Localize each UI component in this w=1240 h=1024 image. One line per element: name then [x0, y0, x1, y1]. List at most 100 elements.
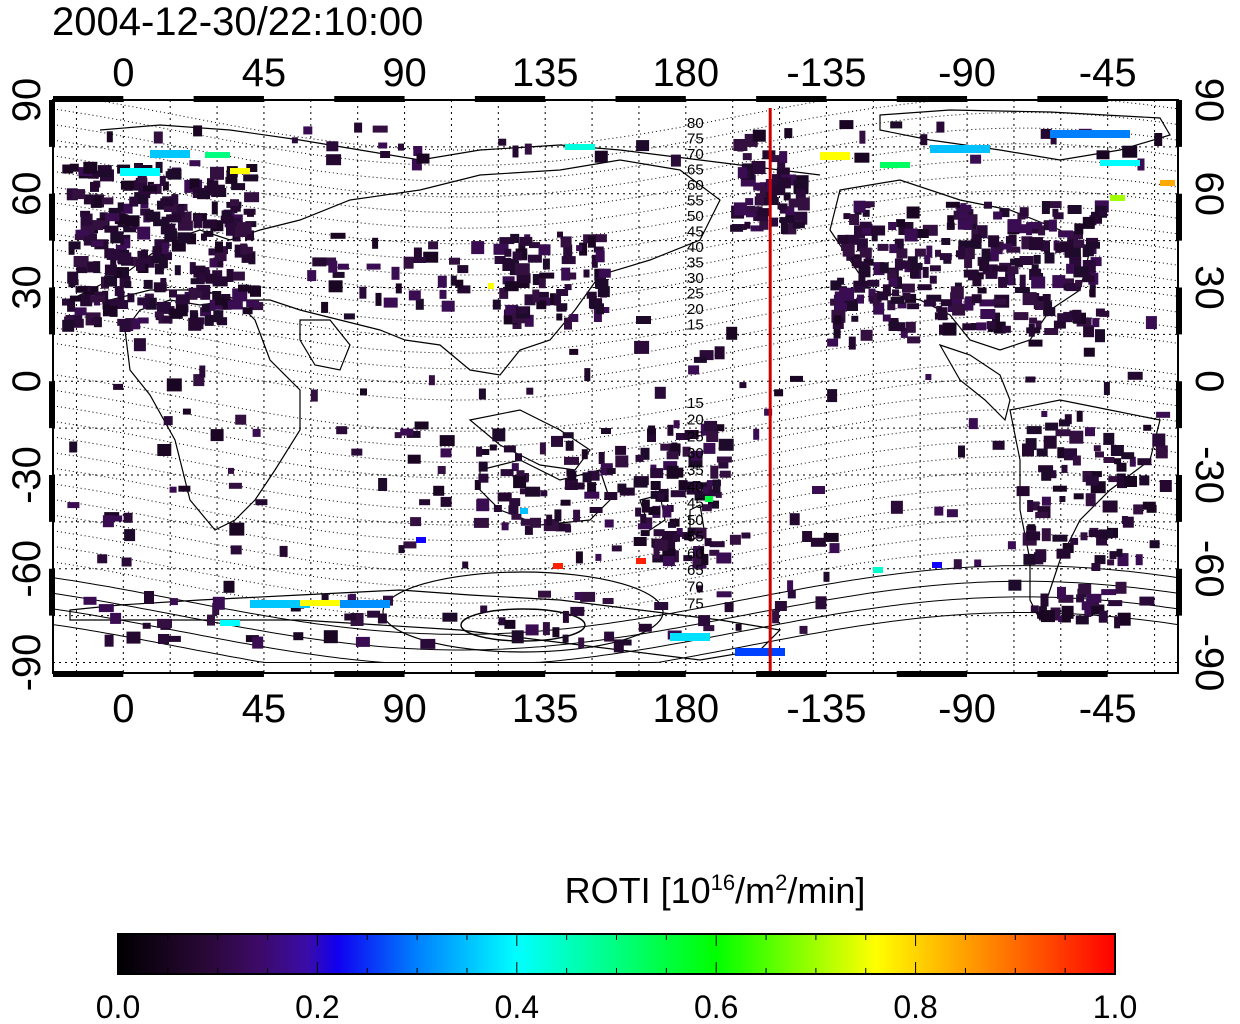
colorbar-tick-label: 1.0 — [1093, 989, 1137, 1024]
contour-label-north: 75 — [687, 131, 704, 148]
roti-cell — [156, 301, 171, 314]
contour-label-south: 75 — [687, 595, 704, 612]
roti-cell — [189, 160, 201, 167]
roti-cell — [1072, 455, 1081, 466]
roti-cell — [556, 289, 569, 296]
roti-cell — [641, 499, 650, 513]
roti-cell — [953, 559, 962, 570]
roti-cell — [1129, 456, 1136, 467]
roti-cell — [1109, 551, 1117, 560]
axis-bar-bottom — [1037, 671, 1108, 677]
roti-cell — [114, 214, 128, 225]
roti-cell — [896, 219, 906, 228]
axis-bar-top — [474, 96, 546, 102]
roti-cell — [663, 461, 678, 471]
roti-cell — [977, 287, 987, 294]
plot-title: 2004-12-30/22:10:00 — [52, 0, 424, 44]
roti-cell — [540, 490, 548, 497]
roti-cell — [512, 145, 519, 158]
roti-cell — [974, 559, 982, 567]
roti-cell — [511, 463, 519, 472]
roti-cell — [772, 174, 778, 186]
roti-cell — [1055, 429, 1071, 437]
contour-label-south: 25 — [687, 428, 704, 445]
roti-cell — [1159, 480, 1172, 492]
roti-cell — [1069, 231, 1083, 240]
roti-cell — [1018, 224, 1031, 234]
roti-cell — [554, 509, 562, 522]
roti-cell — [710, 465, 719, 479]
roti-cell — [662, 556, 675, 567]
roti-cell — [501, 522, 509, 531]
roti-cell — [787, 590, 796, 599]
roti-cell — [121, 557, 132, 567]
contour-label-north: 50 — [687, 208, 704, 225]
roti-cell — [525, 624, 539, 636]
roti-cell — [1028, 323, 1035, 337]
roti-cell — [1022, 443, 1034, 457]
roti-cell — [1117, 477, 1127, 489]
roti-cell — [1102, 500, 1118, 513]
roti-cell — [982, 264, 998, 275]
roti-cell — [882, 314, 891, 322]
roti-cell — [210, 166, 224, 180]
lon-label-bottom: 180 — [652, 687, 719, 731]
roti-cell — [1137, 458, 1152, 466]
roti-cell — [682, 446, 691, 457]
roti-cell — [1107, 559, 1115, 566]
roti-cell — [403, 541, 417, 549]
roti-cell — [1095, 329, 1105, 343]
roti-cell — [175, 294, 190, 305]
roti-cell — [845, 234, 860, 245]
roti-cell — [563, 244, 573, 258]
roti-cell — [99, 220, 109, 227]
roti-cell — [1094, 555, 1106, 565]
roti-cell — [230, 199, 239, 207]
roti-cell — [493, 505, 502, 512]
roti-cell — [633, 537, 647, 546]
roti-cell — [182, 408, 191, 415]
roti-cell — [406, 430, 421, 438]
lon-label-bottom: -45 — [1079, 687, 1137, 731]
roti-cell — [165, 635, 181, 642]
roti-cell — [906, 206, 920, 219]
roti-cell — [91, 240, 104, 247]
roti-cell — [779, 151, 788, 164]
lat-label-right: -30 — [1187, 446, 1231, 504]
roti-cell — [1005, 266, 1019, 275]
roti-cell — [220, 215, 234, 224]
roti-cell — [163, 252, 172, 261]
axis-bar-right — [1176, 193, 1182, 241]
lat-label-right: 90 — [1187, 78, 1231, 123]
roti-cell — [984, 252, 999, 262]
roti-cell — [478, 461, 488, 472]
roti-cell — [657, 493, 665, 501]
roti-cell — [504, 281, 519, 292]
roti-cell — [455, 279, 464, 288]
roti-cell — [177, 232, 191, 244]
roti-data-cells — [62, 120, 1175, 656]
roti-cell — [1058, 419, 1070, 427]
axis-bar-top — [1037, 96, 1108, 102]
axis-labels: 0 45 90 135 180 -135 -90 -45 0 45 90 135 180 -135 -90 -… — [5, 51, 1231, 731]
roti-cell — [1091, 563, 1101, 571]
roti-cell — [779, 206, 788, 214]
roti-cell — [225, 242, 232, 250]
roti-cell — [524, 143, 532, 155]
roti-cell — [1010, 258, 1021, 266]
roti-cell — [785, 206, 795, 216]
roti-cell — [897, 302, 907, 309]
contour-label-south: 30 — [687, 445, 704, 462]
roti-cell — [117, 202, 124, 212]
roti-cell — [90, 181, 99, 192]
roti-cell — [1035, 320, 1042, 330]
colorbar-tick-labels: 0.0 0.2 0.4 0.6 0.8 1.0 — [96, 989, 1137, 1024]
roti-cell — [1089, 289, 1096, 297]
roti-cell — [684, 430, 699, 439]
roti-cell — [229, 522, 245, 536]
roti-cell — [1114, 616, 1121, 629]
roti-cell — [120, 180, 136, 190]
roti-cell — [227, 300, 243, 310]
roti-cell — [1083, 244, 1094, 257]
coastline-path — [938, 343, 1011, 422]
